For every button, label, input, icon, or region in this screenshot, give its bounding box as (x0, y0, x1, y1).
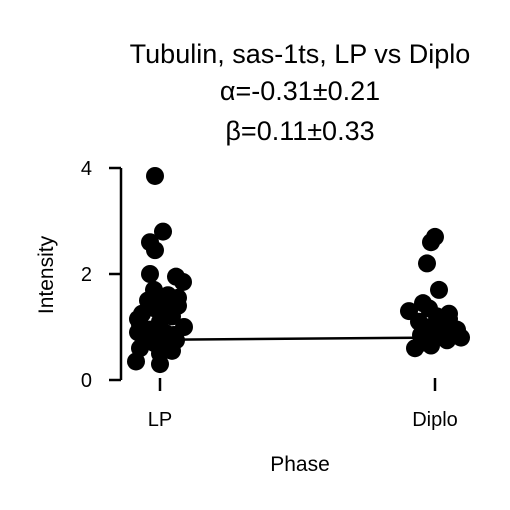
y-axis-label: Intensity (35, 235, 58, 314)
trend-line (159, 336, 436, 341)
data-point (141, 265, 159, 283)
x-tick-label: Diplo (412, 409, 458, 431)
data-point (406, 339, 424, 358)
data-point (438, 331, 456, 350)
chart-title-line-2: α=-0.31±0.21 (220, 76, 380, 106)
data-point (154, 222, 172, 241)
chart-title-line-3: β=0.11±0.33 (225, 116, 374, 146)
data-point (127, 352, 145, 371)
y-tick-label: 2 (81, 264, 92, 286)
data-point (151, 355, 169, 374)
data-point (146, 241, 164, 260)
y-axis-ticks: 0 2 4 (81, 158, 121, 392)
chart-title: Tubulin, sas-1ts, LP vs Diplo α=-0.31±0.… (130, 39, 471, 146)
y-tick-label: 0 (81, 370, 92, 392)
chart-title-line-1: Tubulin, sas-1ts, LP vs Diplo (130, 39, 471, 69)
data-point (422, 233, 440, 252)
data-point (452, 328, 470, 347)
data-point (422, 336, 440, 355)
y-tick-label: 4 (81, 158, 92, 180)
x-axis-label: Phase (270, 453, 330, 476)
data-point (146, 166, 164, 185)
x-tick-label: LP (148, 409, 172, 431)
data-point (418, 254, 436, 273)
data-points (127, 166, 470, 374)
data-point (174, 272, 192, 291)
data-point (430, 280, 448, 299)
x-axis-ticks: LP Diplo (148, 378, 458, 431)
